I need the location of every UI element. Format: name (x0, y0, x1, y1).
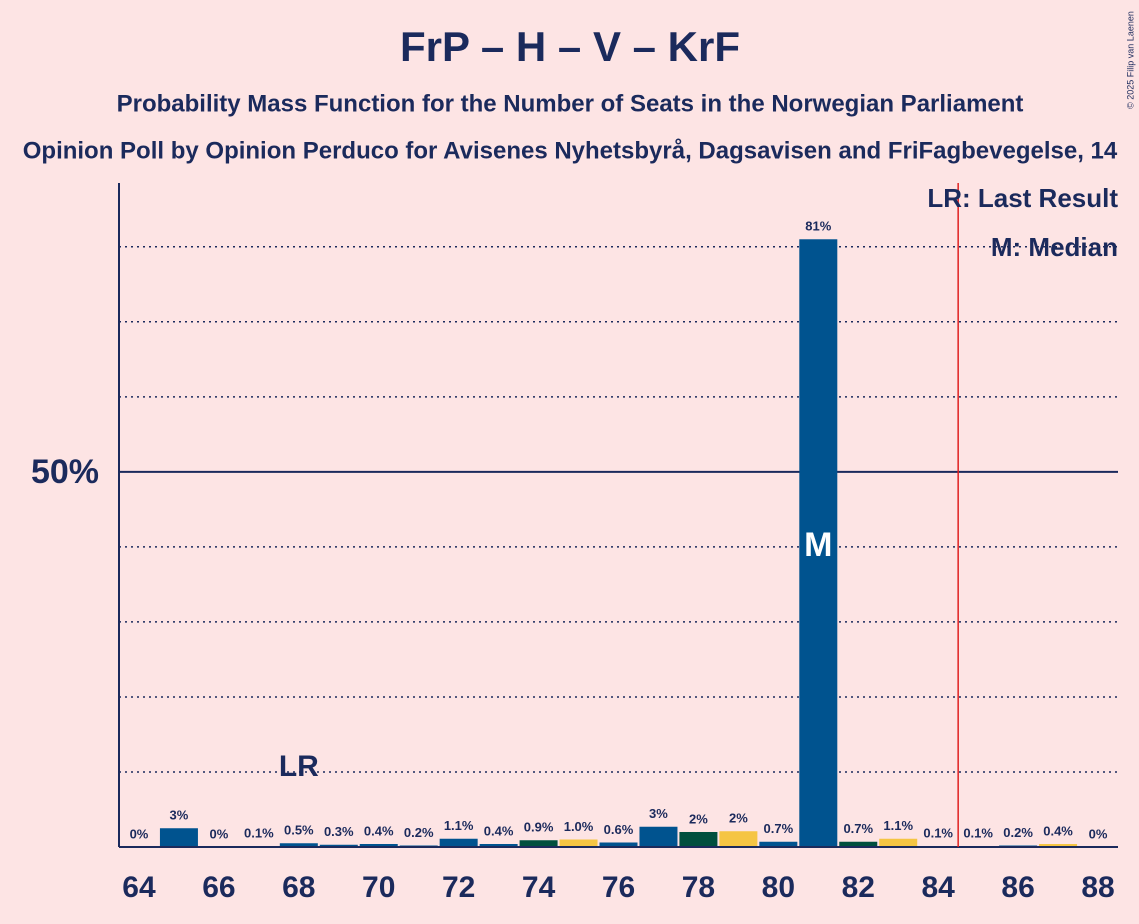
legend-entry: M: Median (991, 232, 1118, 262)
x-tick-label: 70 (362, 871, 395, 904)
x-tick-label: 72 (442, 871, 475, 904)
y-tick-label: 50% (31, 453, 99, 491)
value-label: 0.3% (324, 824, 354, 839)
x-tick-label: 74 (522, 871, 556, 904)
x-tick-label: 80 (762, 871, 795, 904)
bar (879, 838, 918, 847)
chart-title: FrP – H – V – KrF (400, 23, 740, 70)
value-label: 2% (689, 811, 708, 826)
value-label: 0.1% (963, 826, 993, 841)
chart-subtitle: Probability Mass Function for the Number… (117, 90, 1024, 117)
last-result-label: LR (279, 750, 319, 783)
x-tick-label: 82 (842, 871, 875, 904)
bar (159, 828, 198, 847)
x-tick-label: 88 (1081, 871, 1114, 904)
bar (439, 838, 478, 847)
x-tick-label: 86 (1001, 871, 1034, 904)
value-label: 0.7% (764, 821, 794, 836)
chart-subtitle-2: Opinion Poll by Opinion Perduco for Avis… (23, 137, 1118, 164)
bar (559, 839, 598, 847)
value-label: 0.7% (843, 821, 873, 836)
value-label: 0% (1089, 826, 1108, 841)
value-label: 3% (649, 806, 668, 821)
x-tick-label: 78 (682, 871, 715, 904)
value-label: 0.6% (604, 822, 634, 837)
value-label: 0.2% (404, 825, 434, 840)
value-label: 1.1% (883, 818, 913, 833)
copyright: © 2025 Filip van Laenen (1125, 11, 1135, 109)
value-label: 1.1% (444, 818, 474, 833)
value-label: 0% (130, 826, 149, 841)
bar (639, 826, 678, 847)
bar (359, 843, 398, 847)
value-label: 81% (805, 219, 831, 234)
bar (839, 841, 878, 847)
value-label: 0.4% (364, 823, 394, 838)
value-label: 0.9% (524, 820, 554, 835)
bar (799, 239, 838, 847)
value-label: 0.4% (484, 823, 514, 838)
value-label: 0% (210, 826, 229, 841)
value-label: 3% (170, 808, 189, 823)
legend-entry: LR: Last Result (927, 183, 1118, 213)
x-tick-label: 66 (202, 871, 235, 904)
bar (319, 844, 358, 847)
bar (599, 842, 638, 847)
value-label: 2% (729, 811, 748, 826)
bar (479, 843, 518, 847)
bar (279, 843, 318, 847)
value-label: 0.1% (244, 826, 274, 841)
median-label: M (804, 526, 832, 564)
bar (719, 831, 758, 847)
value-label: 0.1% (923, 826, 953, 841)
bar (1039, 843, 1078, 847)
x-tick-label: 68 (282, 871, 315, 904)
bar (759, 841, 798, 847)
value-label: 0.4% (1043, 823, 1073, 838)
x-tick-label: 64 (122, 871, 156, 904)
x-tick-label: 76 (602, 871, 635, 904)
x-tick-label: 84 (921, 871, 955, 904)
value-label: 0.2% (1003, 825, 1033, 840)
value-label: 0.5% (284, 823, 314, 838)
bar (519, 840, 558, 847)
bar (679, 831, 718, 847)
value-label: 1.0% (564, 819, 594, 834)
